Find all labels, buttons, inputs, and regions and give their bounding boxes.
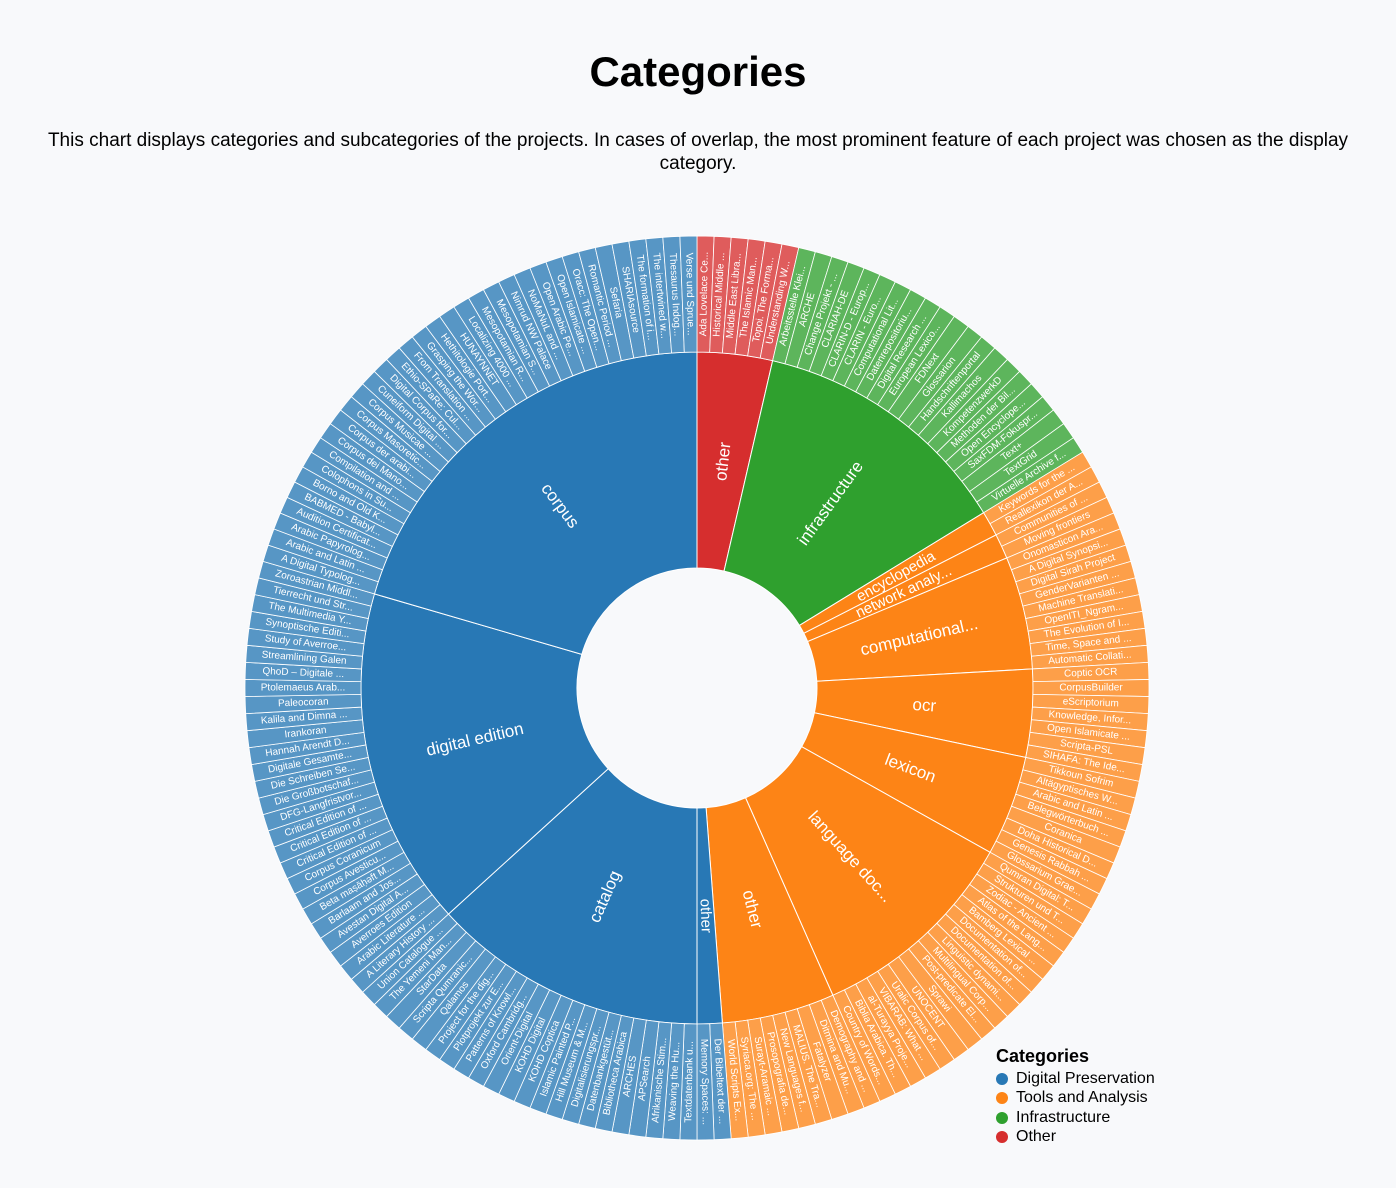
project-label: Verse und Sprue... — [683, 253, 696, 336]
chart-title: Categories — [589, 48, 807, 95]
legend-swatch — [996, 1131, 1008, 1144]
legend-item-infrastructure: Infrastructure — [996, 1108, 1155, 1128]
project-label: CorpusBuilder — [1059, 683, 1123, 694]
project-arc[interactable] — [679, 235, 698, 353]
subcategory-label: other — [711, 441, 734, 482]
legend-label: Infrastructure — [1016, 1108, 1111, 1126]
subcategory-label: other — [696, 898, 714, 933]
subcategory-label: ocr — [912, 695, 937, 716]
legend: Categories Digital Preservation Tools an… — [996, 1046, 1155, 1147]
project-label: Textdatenbank u... — [683, 1041, 696, 1123]
legend-swatch — [996, 1111, 1008, 1124]
project-label: Coptic OCR — [1064, 667, 1118, 680]
project-label: Der Bibeltext der ... — [711, 1038, 727, 1124]
legend-swatch — [996, 1092, 1008, 1105]
project-label: Ada Lovelace Ce... — [698, 252, 711, 337]
project-label: QhoD – Digitale ... — [262, 666, 344, 680]
project-label: eScriptorium — [1062, 696, 1119, 709]
legend-label: Digital Preservation — [1016, 1069, 1155, 1087]
legend-item-digital-preservation: Digital Preservation — [996, 1069, 1155, 1089]
legend-item-tools-and-analysis: Tools and Analysis — [996, 1089, 1155, 1109]
project-label: Thesaurus Indog... — [667, 253, 683, 337]
legend-item-other: Other — [996, 1128, 1155, 1148]
project-label: Historical Middle ... — [711, 252, 727, 337]
legend-swatch — [996, 1072, 1008, 1085]
legend-title: Categories — [996, 1046, 1090, 1066]
project-label: Paleocoran — [278, 696, 329, 709]
project-label: Irankoran — [284, 725, 327, 741]
project-label: Memory Spaces: ... — [698, 1039, 711, 1125]
project-label: Weaving the Hu... — [667, 1041, 682, 1121]
legend-label: Tools and Analysis — [1016, 1089, 1148, 1107]
chart-description: This chart displays categories and subca… — [47, 130, 1349, 174]
legend-label: Other — [1016, 1128, 1057, 1146]
project-label: Ptolemaeus Arab... — [261, 683, 346, 694]
